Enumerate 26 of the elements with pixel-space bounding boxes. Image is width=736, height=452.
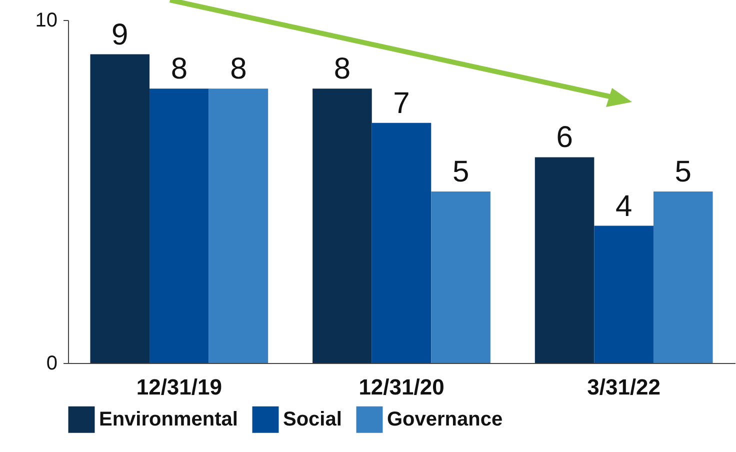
legend-label: Social [283,408,342,431]
y-tick-label: 0 [46,352,58,374]
data-label: 5 [452,156,470,188]
bar [431,192,490,363]
bar [372,122,432,363]
data-label: 5 [674,156,692,188]
data-label: 8 [230,52,247,86]
x-tick-label: 3/31/22 [587,374,661,400]
bar [594,226,654,363]
data-label: 7 [393,86,410,120]
bar [150,88,209,363]
bar [653,192,713,363]
data-label: 8 [334,52,351,86]
x-tick-label: 12/31/19 [136,374,222,400]
x-tick-label: 12/31/20 [358,374,444,400]
y-tick-label: 10 [35,10,58,32]
legend-label: Governance [387,408,503,431]
data-label: 6 [556,121,573,154]
data-label: 8 [170,52,188,86]
bar [312,88,372,363]
bar [534,157,594,363]
legend-label: Environmental [99,408,238,431]
data-label: 9 [112,18,128,52]
bar [208,88,268,363]
data-label: 4 [615,190,632,223]
bar [90,54,150,363]
